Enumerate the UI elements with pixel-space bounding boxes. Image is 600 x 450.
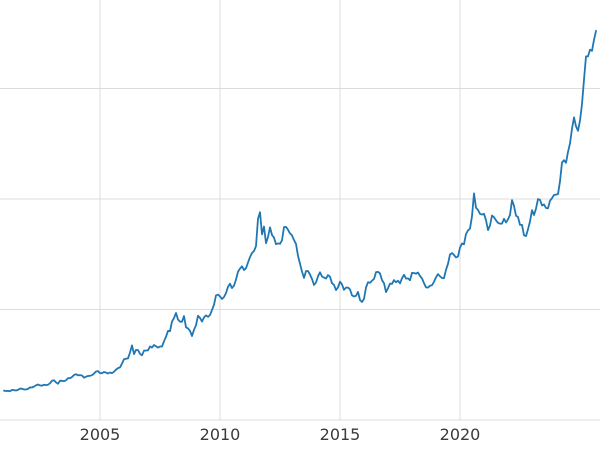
price-series-line xyxy=(3,29,597,393)
x-tick-label: 2020 xyxy=(440,425,481,444)
series-group xyxy=(3,29,597,393)
gridlines-group xyxy=(0,0,600,421)
x-axis-labels-group: 2005 2010 2015 2020 xyxy=(80,425,481,444)
x-tick-label: 2010 xyxy=(200,425,241,444)
x-tick-label: 2005 xyxy=(80,425,121,444)
x-tick-label: 2015 xyxy=(320,425,361,444)
